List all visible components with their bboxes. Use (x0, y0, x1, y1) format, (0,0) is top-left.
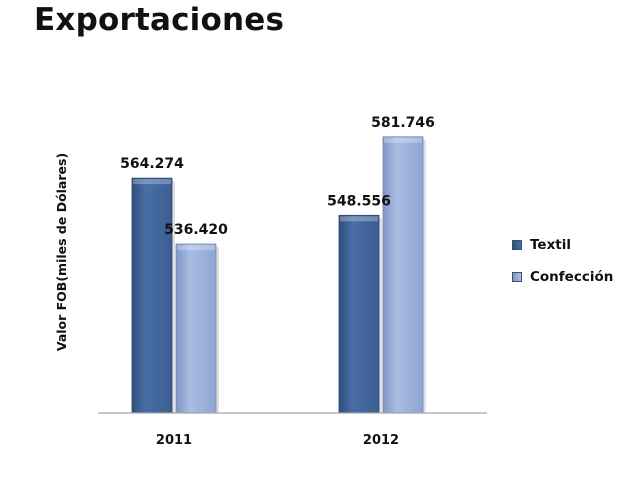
bar-highlight-confeccion-2011 (177, 245, 215, 251)
legend-label-confeccion: Confección (530, 269, 614, 285)
value-label-confeccion-2011: 536.420 (164, 222, 228, 238)
legend-swatch-confeccion (512, 272, 522, 282)
legend-swatch-textil (512, 240, 522, 250)
legend-label-textil: Textil (530, 237, 571, 253)
chart-legend: Textil Confección (512, 236, 613, 300)
y-axis-title: Valor FOB(miles de Dólares) (54, 153, 69, 351)
bar-textil-2012 (338, 214, 380, 414)
x-tick-label-2011: 2011 (156, 433, 192, 448)
bar-confeccion-2012 (382, 136, 424, 414)
x-tick-label-2012: 2012 (363, 433, 399, 448)
bar-highlight-textil-2012 (340, 216, 378, 222)
value-label-textil-2011: 564.274 (120, 156, 184, 172)
legend-item-confeccion: Confección (512, 268, 613, 286)
bar-confeccion-2011 (175, 243, 217, 414)
value-label-confeccion-2012: 581.746 (371, 115, 435, 131)
bar-highlight-textil-2011 (133, 179, 171, 185)
bar-highlight-confeccion-2012 (384, 137, 422, 143)
value-label-textil-2012: 548.556 (327, 193, 391, 209)
legend-item-textil: Textil (512, 236, 613, 254)
bar-textil-2011 (131, 177, 173, 414)
page-title: Exportaciones (34, 2, 285, 38)
